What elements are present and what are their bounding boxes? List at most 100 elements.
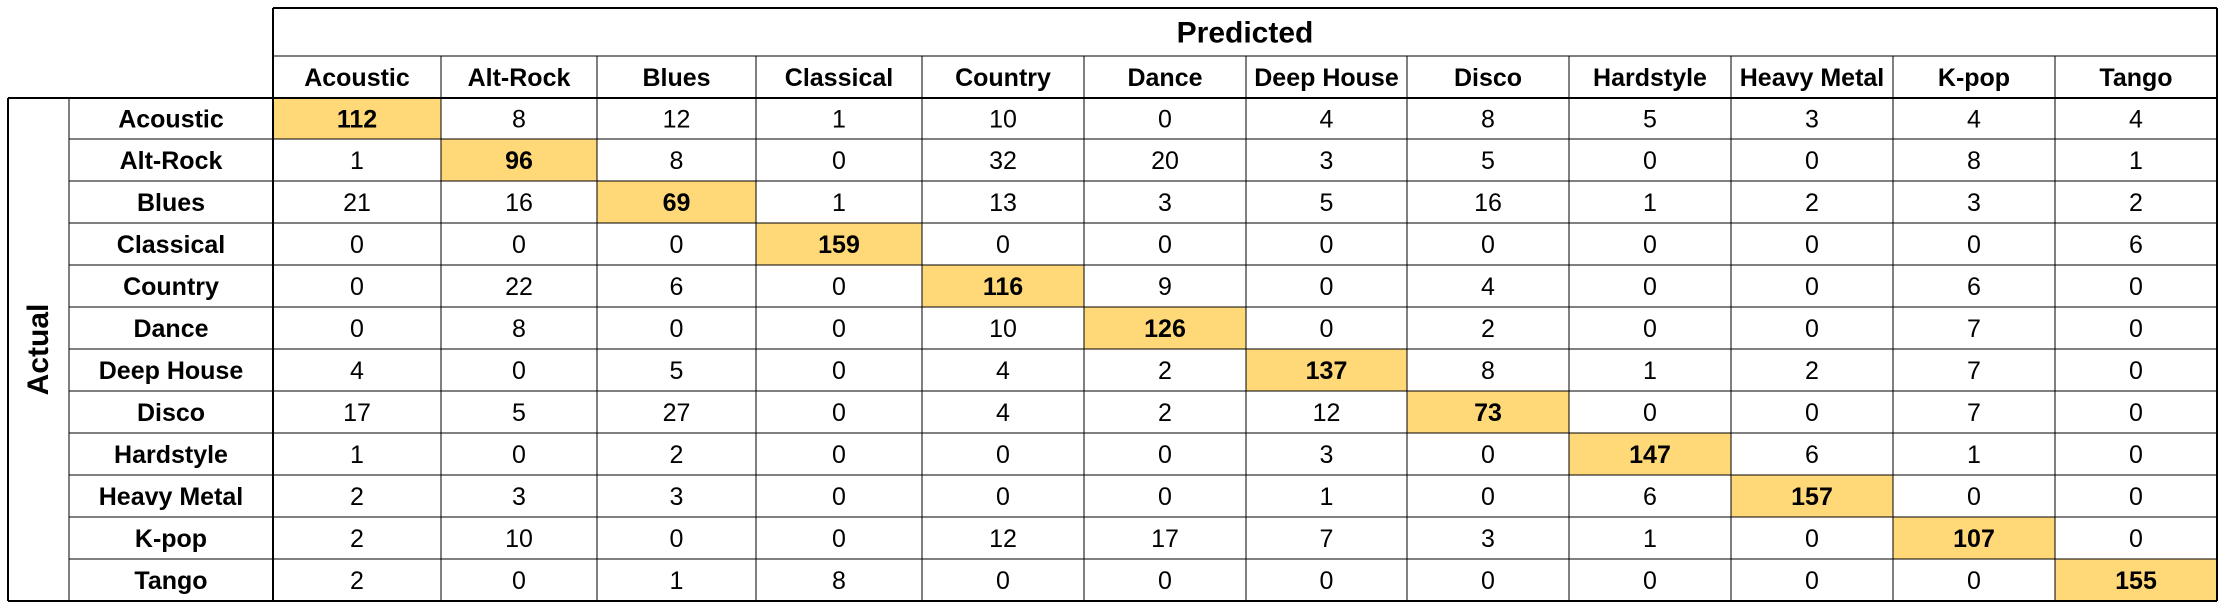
cell-value: 12 (663, 106, 691, 134)
cell-value: 2 (2129, 189, 2143, 217)
cell-value: 0 (996, 441, 1010, 469)
cell-value: 0 (996, 231, 1010, 259)
row-header-heavy-metal: Heavy Metal (99, 483, 244, 511)
cell-value: 0 (350, 273, 364, 301)
cell-value: 0 (1481, 441, 1495, 469)
cell-value: 4 (1481, 273, 1495, 301)
cell-value: 0 (2129, 441, 2143, 469)
cell-value: 8 (1481, 357, 1495, 385)
cell-value: 4 (350, 357, 364, 385)
cell-value: 6 (1805, 441, 1819, 469)
diagonal-highlight (1893, 517, 2055, 559)
cell-value: 0 (1805, 315, 1819, 343)
row-header-disco: Disco (137, 399, 205, 427)
cell-value: 6 (670, 273, 684, 301)
cell-value: 0 (1643, 273, 1657, 301)
cell-value: 8 (1967, 147, 1981, 175)
cell-value: 0 (832, 483, 846, 511)
cell-value: 0 (832, 273, 846, 301)
cell-value: 9 (1158, 273, 1172, 301)
diagonal-cell-value: 69 (663, 189, 691, 217)
column-header-hardstyle: Hardstyle (1593, 64, 1707, 92)
cell-value: 0 (2129, 315, 2143, 343)
cell-value: 1 (1643, 189, 1657, 217)
column-header-dance: Dance (1127, 64, 1202, 92)
cell-value: 6 (1967, 273, 1981, 301)
cell-value: 7 (1967, 399, 1981, 427)
diagonal-highlight (1569, 433, 1731, 475)
cell-value: 8 (1481, 106, 1495, 134)
cell-value: 10 (989, 106, 1017, 134)
cell-value: 0 (512, 231, 526, 259)
cell-value: 3 (1481, 525, 1495, 553)
cell-value: 1 (832, 189, 846, 217)
diagonal-highlight (1246, 349, 1407, 391)
diagonal-highlight (1084, 307, 1246, 349)
cell-value: 0 (832, 357, 846, 385)
cell-value: 1 (350, 147, 364, 175)
diagonal-cell-value: 155 (2115, 567, 2157, 595)
cell-value: 0 (1643, 567, 1657, 595)
cell-value: 5 (1481, 147, 1495, 175)
cell-value: 2 (1805, 189, 1819, 217)
row-header-blues: Blues (137, 189, 205, 217)
grid-lines (7, 7, 2218, 602)
diagonal-highlight (273, 98, 441, 139)
diagonal-cell-value: 112 (337, 106, 377, 134)
cell-value: 7 (1967, 315, 1981, 343)
cell-value: 0 (1967, 483, 1981, 511)
cell-value: 0 (996, 567, 1010, 595)
cell-value: 0 (512, 357, 526, 385)
cell-value: 0 (1481, 567, 1495, 595)
diagonal-cell-value: 126 (1144, 315, 1186, 343)
diagonal-cell-value: 137 (1306, 357, 1348, 385)
cell-value: 7 (1320, 525, 1334, 553)
cell-value: 1 (832, 106, 846, 134)
cell-value: 5 (512, 399, 526, 427)
column-header-deep-house: Deep House (1254, 64, 1399, 92)
cell-value: 8 (512, 106, 526, 134)
cell-value: 0 (1320, 567, 1334, 595)
cell-value: 12 (989, 525, 1017, 553)
cell-value: 1 (1643, 525, 1657, 553)
cell-value: 0 (1805, 525, 1819, 553)
cell-value: 10 (989, 315, 1017, 343)
cell-value: 0 (1158, 106, 1172, 134)
cell-value: 0 (1967, 231, 1981, 259)
cell-value: 4 (1967, 106, 1981, 134)
diagonal-cell-value: 157 (1791, 483, 1833, 511)
cell-value: 2 (350, 525, 364, 553)
cell-value: 0 (1481, 231, 1495, 259)
cell-value: 0 (1643, 147, 1657, 175)
cell-value: 5 (1320, 189, 1334, 217)
cell-value: 0 (2129, 525, 2143, 553)
cell-value: 0 (670, 231, 684, 259)
cell-value: 0 (512, 441, 526, 469)
row-header-classical: Classical (117, 231, 225, 259)
cell-value: 3 (1158, 189, 1172, 217)
column-header-heavy-metal: Heavy Metal (1740, 64, 1885, 92)
cell-value: 1 (1320, 483, 1334, 511)
cell-value: 4 (996, 399, 1010, 427)
column-header-k-pop: K-pop (1938, 64, 2010, 92)
cell-value: 22 (505, 273, 533, 301)
column-header-acoustic: Acoustic (304, 64, 410, 92)
diagonal-highlight (922, 265, 1084, 307)
cell-value: 4 (2129, 106, 2143, 134)
cell-value: 0 (832, 441, 846, 469)
cell-value: 1 (1643, 357, 1657, 385)
cell-value: 0 (1643, 315, 1657, 343)
column-header-disco: Disco (1454, 64, 1522, 92)
diagonal-highlight (597, 181, 756, 223)
cell-value: 0 (1158, 483, 1172, 511)
cell-value: 0 (1481, 483, 1495, 511)
column-header-blues: Blues (642, 64, 710, 92)
cell-value: 2 (670, 441, 684, 469)
column-header-alt-rock: Alt-Rock (468, 64, 571, 92)
actual-axis-label: Actual (22, 304, 55, 396)
cell-value: 1 (670, 567, 684, 595)
cell-value: 27 (663, 399, 691, 427)
diagonal-highlight (756, 223, 922, 265)
cell-value: 1 (350, 441, 364, 469)
cell-value: 0 (1805, 399, 1819, 427)
